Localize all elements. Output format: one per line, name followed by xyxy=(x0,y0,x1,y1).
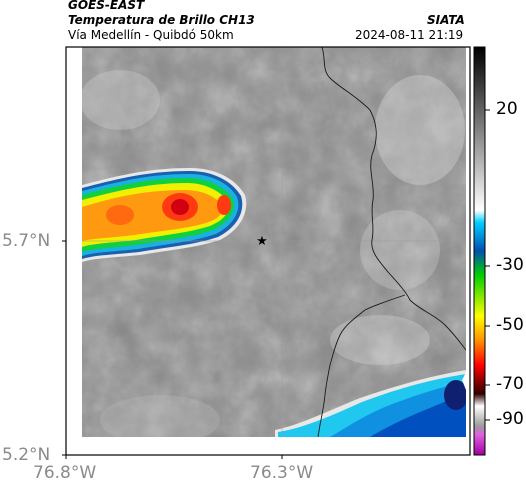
graticule xyxy=(82,47,466,437)
colorbar-tick: -30 xyxy=(496,255,524,275)
route-label: Vía Medellín - Quibdó 50km xyxy=(68,28,234,42)
satellite-label: GOES-EAST xyxy=(68,0,145,12)
colorbar-tick: -90 xyxy=(496,409,524,429)
colorbar-tick: 20 xyxy=(496,99,518,119)
lon-tick: 76.8°W xyxy=(33,463,97,483)
lon-tick: 76.3°W xyxy=(250,463,314,483)
star-icon: ★ xyxy=(256,234,268,249)
colorbar-tick: -50 xyxy=(496,315,524,335)
gray-cloud-field xyxy=(82,47,466,437)
colorbar xyxy=(473,46,486,456)
lat-tick: 5.2°N xyxy=(2,445,51,465)
cold-cloud-southeast xyxy=(275,370,466,437)
product-title: Temperatura de Brillo CH13 xyxy=(68,13,255,27)
boundary-lines xyxy=(317,47,466,437)
map-frame xyxy=(65,46,471,456)
agency-label: SIATA xyxy=(427,13,465,27)
lat-tick: 5.7°N xyxy=(2,231,51,251)
timestamp: 2024-08-11 21:19 xyxy=(355,28,464,42)
cold-cloud-west xyxy=(82,168,247,262)
colorbar-tick: -70 xyxy=(496,374,524,394)
